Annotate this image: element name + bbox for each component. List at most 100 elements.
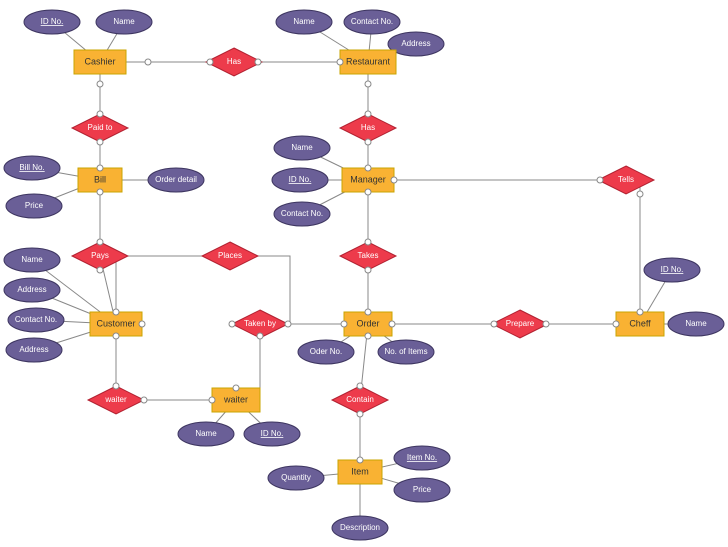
connector-ring [209,397,215,403]
entity-label: Cheff [629,318,651,328]
attribute-cashier_name: Name [96,10,152,34]
connector-ring [365,111,371,117]
relationship-label: Paid to [88,123,113,132]
connector-ring [357,411,363,417]
relationship-label: Places [218,251,242,260]
attribute-label: Name [685,319,707,328]
connector-ring [389,321,395,327]
attribute-label: ID No. [41,17,64,26]
entity-cheff: Cheff [616,312,664,336]
relationship-takes: Takes [340,242,396,270]
attribute-waiter_id: ID No. [244,422,300,446]
attribute-bill_detail: Order detail [148,168,204,192]
relationship-label: Has [227,57,241,66]
connector-ring [337,59,343,65]
attribute-mgr_id: ID No. [272,168,328,192]
relationship-contain: Contain [332,386,388,414]
attribute-item_no: Item No. [394,446,450,470]
attribute-label: ID No. [661,265,684,274]
attribute-label: Name [291,143,313,152]
attribute-label: No. of Items [384,347,427,356]
connector-ring [491,321,497,327]
attribute-label: Contact No. [281,209,323,218]
relationship-label: Takes [358,251,379,260]
connector-ring [229,321,235,327]
er-diagram: ID No. Name Name Contact No. Address Bill No.… [0,0,728,547]
entity-waiter: waiter [212,388,260,412]
entity-manager: Manager [342,168,394,192]
connector-ring [365,333,371,339]
connector-ring [97,139,103,145]
entity-customer: Customer [90,312,142,336]
attribute-label: Address [19,345,48,354]
entity-order: Order [344,312,392,336]
connector-ring [97,111,103,117]
connector-ring [365,165,371,171]
attribute-chef_id: ID No. [644,258,700,282]
entity-label: Item [351,466,369,476]
attribute-label: Item No. [407,453,437,462]
attribute-rest_contact: Contact No. [344,10,400,34]
attribute-label: Oder No. [310,347,342,356]
relationship-has1: Has [206,48,262,76]
attribute-label: Order detail [155,175,197,184]
attribute-label: Address [17,285,46,294]
attribute-label: Contact No. [15,315,57,324]
attribute-bill_no: Bill No. [4,156,60,180]
attribute-order_no: Oder No. [298,340,354,364]
entity-label: Order [356,318,379,328]
attribute-cashier_id: ID No. [24,10,80,34]
attribute-label: Address [401,39,430,48]
relationship-label: Prepare [506,319,535,328]
connector-ring [357,457,363,463]
attribute-waiter_name: Name [178,422,234,446]
attribute-label: Bill No. [19,163,44,172]
edge [626,180,640,324]
connector-ring [97,239,103,245]
connector-ring [113,333,119,339]
connector-ring [365,189,371,195]
relationship-label: waiter [104,395,127,404]
attribute-label: Description [340,523,380,532]
connector-ring [365,139,371,145]
edge [116,256,230,312]
attribute-label: Name [195,429,217,438]
connector-ring [637,191,643,197]
entity-item: Item [338,460,382,484]
attribute-cust_name: Name [4,248,60,272]
attribute-label: Contact No. [351,17,393,26]
attribute-mgr_name: Name [274,136,330,160]
attribute-cust_addr1: Address [4,278,60,302]
connector-ring [365,81,371,87]
connector-ring [139,321,145,327]
connector-ring [113,309,119,315]
connector-ring [341,321,347,327]
entity-label: Manager [350,174,386,184]
relationship-places: Places [202,242,258,270]
relationship-pays: Pays [72,242,128,270]
attribute-item_qty: Quantity [268,466,324,490]
connector-ring [255,59,261,65]
connector-ring [207,59,213,65]
connector-ring [113,383,119,389]
connector-ring [233,385,239,391]
relationship-label: Taken by [244,319,276,328]
entity-label: Bill [94,174,106,184]
entity-label: Customer [96,318,135,328]
attribute-label: Quantity [281,473,311,482]
connector-ring [391,177,397,183]
entity-label: Restaurant [346,56,391,66]
attribute-order_items: No. of Items [378,340,434,364]
attribute-chef_name: Name [668,312,724,336]
connector-ring [597,177,603,183]
connector-ring [97,81,103,87]
connector-ring [97,267,103,273]
entity-label: Cashier [84,56,115,66]
relationship-label: Pays [91,251,109,260]
attribute-cust_addr2: Address [6,338,62,362]
attribute-label: ID No. [261,429,284,438]
connector-ring [357,383,363,389]
relationship-waiter_r: waiter [88,386,144,414]
connector-ring [543,321,549,327]
relationship-has2: Has [340,114,396,142]
